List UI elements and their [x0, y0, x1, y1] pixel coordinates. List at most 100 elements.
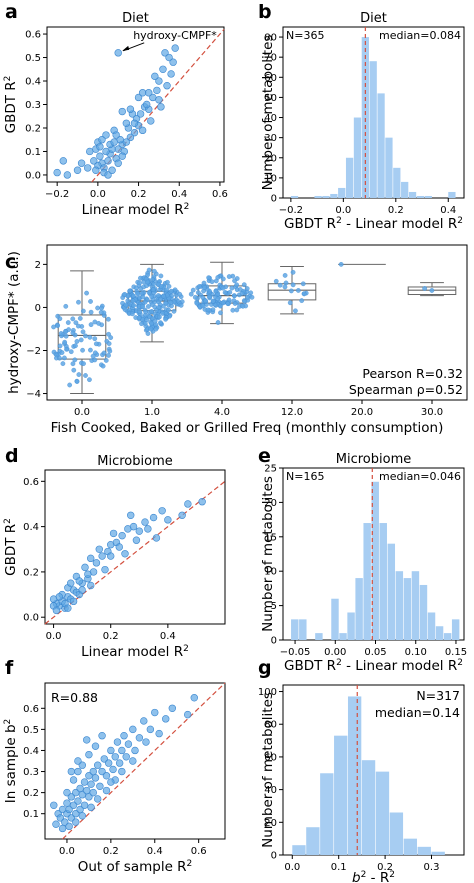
x-axis-label-exp: 2: [184, 202, 190, 212]
swarm-point: [108, 335, 114, 340]
scatter-point: [65, 822, 73, 831]
x-tick-label: −0.2: [279, 205, 303, 216]
swarm-point: [242, 299, 248, 304]
swarm-point: [137, 309, 143, 314]
scatter-point: [93, 795, 102, 803]
swarm-point: [122, 292, 128, 297]
swarm-point: [165, 279, 170, 285]
x-axis-label: Linear model R2: [82, 202, 190, 218]
x-axis-label: b2 - R2: [352, 870, 395, 883]
scatter-point: [102, 147, 110, 156]
y-tick-label: 0.3: [25, 100, 41, 111]
scatter-point: [178, 511, 186, 519]
swarm-point: [83, 373, 88, 378]
scatter-point: [115, 543, 123, 551]
swarm-point: [146, 290, 152, 295]
histogram-bar: [331, 598, 339, 640]
swarm-point: [77, 316, 83, 321]
scatter-point: [198, 498, 206, 506]
swarm-point: [65, 320, 71, 325]
histogram-bar: [306, 827, 320, 855]
y-tick-label: 25: [264, 464, 277, 475]
swarm-point: [88, 299, 93, 304]
scatter-point: [109, 765, 117, 774]
scatter-point: [87, 581, 95, 590]
swarm-point: [220, 276, 226, 282]
histogram-bar: [448, 191, 456, 198]
swarm-point: [68, 349, 74, 355]
swarm-point: [287, 300, 293, 306]
scatter-point: [129, 757, 137, 765]
scatter-point: [135, 527, 143, 535]
swarm-point: [210, 298, 216, 304]
swarm-point: [163, 316, 168, 322]
histogram-bar: [361, 37, 369, 198]
x-axis-label-part1: GBDT R: [284, 658, 336, 674]
swarm-point: [135, 291, 141, 296]
scatter-point: [157, 103, 165, 111]
swarm-point: [131, 303, 137, 308]
x-tick-label: −0.05: [280, 647, 311, 658]
scatter-point: [131, 746, 139, 755]
swarm-point: [71, 367, 77, 373]
swarm-point: [163, 301, 169, 306]
histogram-bar: [379, 523, 387, 640]
swarm-point: [195, 290, 201, 295]
scatter-point: [130, 119, 139, 127]
swarm-point: [154, 307, 159, 313]
y-tick-label: 10: [264, 173, 277, 184]
scatter-point: [102, 772, 111, 780]
scatter-point: [126, 133, 135, 142]
histogram-bar: [408, 191, 417, 198]
scatter-point: [80, 801, 89, 809]
swarm-point: [172, 287, 178, 293]
swarm-point: [140, 304, 146, 309]
x-tick-label: 0.2: [131, 189, 147, 200]
swarm-point: [166, 307, 171, 313]
scatter-point: [49, 595, 58, 603]
x-tick-label: 0.4: [440, 205, 456, 216]
y-tick-label: 50: [264, 93, 277, 104]
swarm-point: [63, 333, 69, 339]
swarm-point: [145, 279, 150, 285]
histogram-bar: [443, 633, 452, 640]
panel-letter: g: [258, 657, 272, 679]
panel-d-microbiome-scatter: 0.0 0.2 0.4 0.0 0.2 0.4 0.6 Microbiome d Linear m…: [3, 445, 226, 660]
y-axis-label: GBDT R2: [3, 76, 19, 134]
scatter-point: [98, 552, 106, 560]
swarm-point: [157, 314, 162, 320]
scatter-point: [98, 136, 106, 144]
swarm-point: [101, 350, 107, 356]
panel-letter: b: [258, 1, 272, 23]
swarm-point: [218, 303, 223, 309]
x-tick-label: 4.0: [214, 407, 230, 418]
x-tick-label: 0.2: [377, 862, 393, 873]
y-tick-label: 0.2: [25, 123, 41, 134]
swarm-point: [207, 294, 212, 300]
swarm-point: [158, 296, 163, 302]
median-annotation: median=0.084: [379, 29, 461, 42]
x-tick-label: 0.0: [59, 846, 75, 857]
histogram-bar: [385, 137, 393, 198]
swarm-point: [273, 278, 279, 284]
swarm-point: [62, 355, 67, 361]
histogram-bar: [292, 845, 306, 855]
swarm-point: [90, 353, 96, 359]
swarm-point: [74, 379, 80, 384]
scatter-point: [77, 159, 86, 167]
swarm-point: [188, 291, 194, 297]
x-axis-label-exp1: 2: [336, 216, 342, 226]
swarm-point: [106, 341, 112, 346]
swarm-point: [106, 353, 111, 358]
y-tick-label: 0.5: [23, 725, 39, 736]
scatter-point: [122, 753, 130, 761]
y-tick-label: 70: [264, 53, 277, 64]
panel-g-b2-histogram: 0.0 0.1 0.2 0.3 0 20 40 60 80 100 g N=317 median=0.1…: [258, 657, 465, 883]
x-tick-label: 0.0: [46, 631, 62, 642]
y-tick-label: 20: [264, 818, 277, 829]
y-tick-label: 0: [35, 303, 41, 314]
swarm-point: [143, 309, 149, 315]
swarm-point: [137, 280, 142, 286]
annotation-label: hydroxy-CMPF*: [133, 29, 217, 42]
scatter-point: [142, 100, 151, 109]
